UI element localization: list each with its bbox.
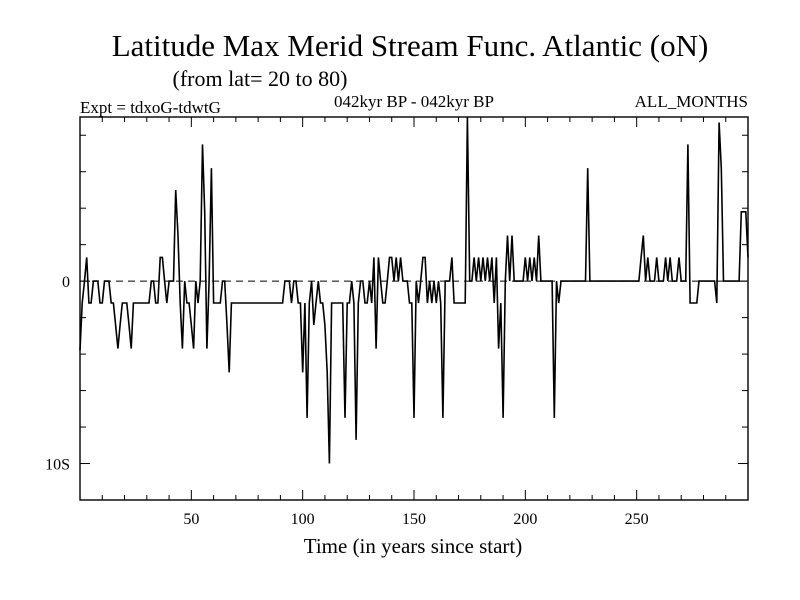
chart-title: Latitude Max Merid Stream Func. Atlantic… (112, 28, 709, 63)
x-tick-label: 50 (183, 511, 199, 528)
tick-labels: 50 100 150 200 250 0 10S (45, 274, 649, 528)
x-tick-label: 200 (513, 511, 537, 528)
months-label: ALL_MONTHS (635, 92, 748, 111)
x-tick-label: 150 (402, 511, 426, 528)
period-label: 042kyr BP - 042kyr BP (334, 92, 494, 111)
x-axis-label: Time (in years since start) (304, 534, 523, 558)
x-tick-label: 250 (625, 511, 649, 528)
x-tick-label: 100 (291, 511, 315, 528)
plot-frame (79, 116, 749, 501)
chart-subtitle: (from lat= 20 to 80) (173, 66, 348, 91)
y-tick-label: 10S (45, 457, 70, 474)
axis-ticks (80, 117, 748, 500)
y-tick-label: 0 (62, 274, 70, 291)
experiment-label: Expt = tdxoG-tdwtG (80, 98, 221, 117)
series-line (79, 116, 749, 464)
